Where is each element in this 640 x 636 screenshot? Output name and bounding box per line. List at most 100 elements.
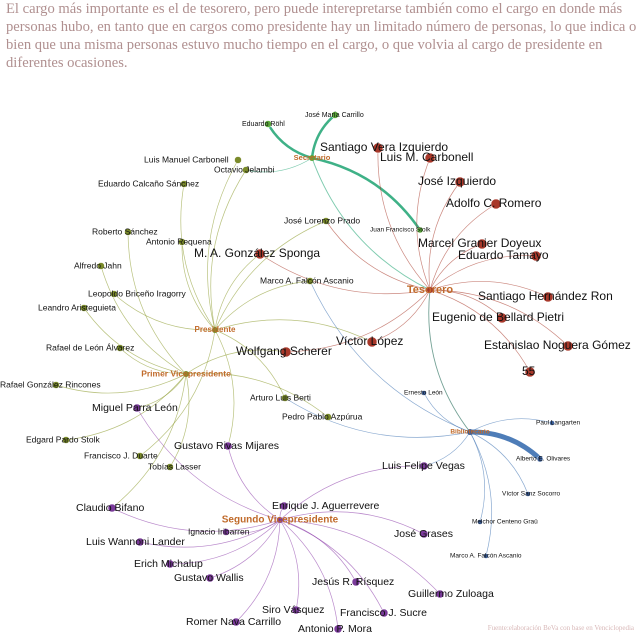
person-node	[524, 366, 536, 378]
edge	[214, 329, 235, 447]
person-label: Tobías Lasser	[148, 461, 201, 471]
person-node	[483, 553, 489, 559]
person-label: Leopoldo Briceño Iragorry	[88, 288, 187, 298]
nodes: Secretario Tesorero Presidente Primer Vicep…	[0, 111, 631, 635]
edge	[325, 220, 431, 291]
person-label: Estanislao Noguera Gómez	[484, 338, 631, 352]
person-node	[178, 238, 186, 246]
role-label: Tesorero	[407, 284, 454, 296]
person-label: Ignacio Iribarren	[188, 526, 250, 536]
person-node	[322, 217, 330, 225]
person-label: Siro Vásquez	[262, 604, 324, 616]
person-node	[135, 537, 145, 547]
edge	[285, 289, 431, 353]
edge	[423, 431, 471, 467]
person-node	[366, 336, 378, 348]
edge	[111, 373, 187, 509]
edge	[279, 519, 357, 583]
person-node	[379, 608, 389, 618]
role-label: Bibliotecario	[450, 429, 489, 436]
person-label: Santiago Hernández Ron	[478, 289, 613, 303]
person-label: Eduardo Calcaño Sánchez	[98, 178, 199, 188]
person-node	[324, 413, 332, 421]
role-node	[309, 155, 315, 161]
edge	[113, 293, 216, 331]
edge	[423, 392, 471, 433]
edge	[139, 329, 216, 457]
edge	[311, 157, 431, 291]
person-label: Rafael de León Álvarez	[46, 342, 134, 352]
person-node	[222, 528, 230, 536]
edge	[119, 347, 187, 375]
edge	[429, 281, 549, 298]
person-label: José María Carrillo	[305, 112, 364, 119]
edge	[428, 289, 471, 433]
person-label: Eugenio de Bellard Pietri	[432, 310, 564, 324]
person-node	[264, 120, 272, 128]
edge	[469, 431, 493, 557]
edge	[136, 407, 281, 521]
person-node	[476, 238, 488, 250]
edge	[429, 243, 483, 291]
edge	[180, 183, 216, 331]
person-node	[536, 455, 544, 463]
edge	[127, 231, 187, 375]
person-label: Juan Francisco Stolk	[370, 227, 431, 234]
person-label: Enrique J. Aguerrevere	[272, 500, 380, 512]
person-node	[231, 617, 241, 627]
edge	[429, 289, 531, 373]
edge	[185, 349, 287, 375]
role-label: Primer Vicepresidente	[141, 368, 231, 378]
edge	[181, 241, 216, 331]
edge	[111, 507, 281, 532]
edge	[185, 372, 329, 418]
person-label: Adolfo C. Romero	[446, 196, 542, 210]
edge	[279, 465, 425, 521]
person-node	[419, 461, 429, 471]
person-node	[542, 291, 554, 303]
person-node	[136, 452, 144, 460]
person-node	[180, 180, 188, 188]
person-node	[80, 304, 88, 312]
person-node	[124, 228, 132, 236]
person-node	[306, 277, 314, 285]
person-label: Eduardo Röhl	[242, 121, 285, 128]
person-label: Rafael González Rincones	[0, 379, 101, 389]
person-node	[435, 589, 445, 599]
edge	[214, 319, 373, 343]
person-label: Miguel Parra León	[92, 402, 178, 414]
person-node	[107, 503, 117, 513]
person-label: Francisco J. Sucre	[340, 607, 427, 619]
person-node	[496, 312, 508, 324]
person-label: Roberto Sánchez	[92, 226, 158, 236]
person-label: Alfredo Jahn	[74, 260, 122, 270]
person-label: José Izquierdo	[418, 174, 496, 188]
edge	[139, 519, 281, 548]
person-label: Víctor López	[336, 334, 403, 348]
person-node	[165, 559, 175, 569]
person-label: Gustavo Rivas Mijares	[174, 440, 279, 452]
person-node	[234, 156, 242, 164]
person-label: Ernesto León	[404, 390, 443, 397]
person-label: Francisco J. Duarte	[84, 450, 158, 460]
person-label: Octavio Jelambi	[214, 164, 275, 174]
person-label: 55	[522, 364, 536, 378]
edges	[55, 114, 569, 630]
person-node	[110, 290, 118, 298]
person-node	[421, 390, 427, 396]
edge	[214, 329, 286, 399]
role-label: Secretario	[294, 153, 331, 162]
role-node	[212, 327, 218, 333]
edge	[310, 114, 336, 159]
person-label: Leandro Aristeguieta	[38, 302, 116, 312]
person-label: Claudio Bifano	[76, 502, 144, 514]
edge	[207, 159, 239, 331]
person-label: Marcel Granier Doyeux	[418, 236, 541, 250]
person-label: Marco A. Falcón Ascanio	[260, 275, 354, 285]
person-label: José Grases	[394, 528, 453, 540]
edge	[311, 156, 422, 231]
edge	[65, 373, 187, 441]
edge	[371, 289, 431, 343]
